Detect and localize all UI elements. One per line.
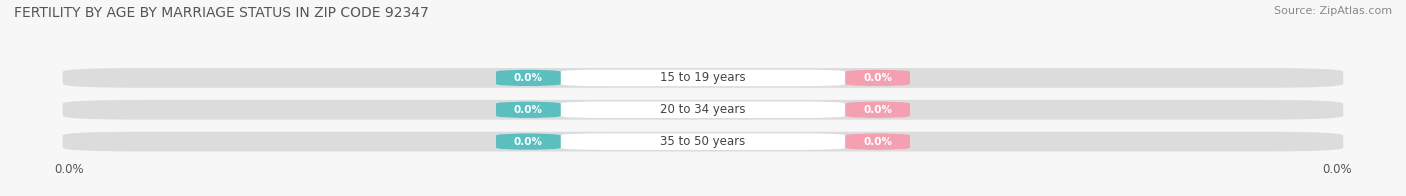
FancyBboxPatch shape: [561, 70, 845, 86]
Text: 0.0%: 0.0%: [513, 105, 543, 115]
FancyBboxPatch shape: [63, 100, 1343, 120]
FancyBboxPatch shape: [496, 102, 561, 118]
Text: 20 to 34 years: 20 to 34 years: [661, 103, 745, 116]
FancyBboxPatch shape: [496, 70, 561, 86]
FancyBboxPatch shape: [496, 133, 561, 150]
Text: FERTILITY BY AGE BY MARRIAGE STATUS IN ZIP CODE 92347: FERTILITY BY AGE BY MARRIAGE STATUS IN Z…: [14, 6, 429, 20]
FancyBboxPatch shape: [63, 68, 1343, 88]
Text: 0.0%: 0.0%: [513, 137, 543, 147]
Text: 35 to 50 years: 35 to 50 years: [661, 135, 745, 148]
Text: 0.0%: 0.0%: [863, 105, 893, 115]
FancyBboxPatch shape: [561, 102, 845, 118]
FancyBboxPatch shape: [561, 133, 845, 150]
Text: 0.0%: 0.0%: [863, 73, 893, 83]
FancyBboxPatch shape: [845, 102, 910, 118]
Text: 0.0%: 0.0%: [863, 137, 893, 147]
FancyBboxPatch shape: [63, 132, 1343, 152]
Text: 15 to 19 years: 15 to 19 years: [661, 71, 745, 84]
Text: 0.0%: 0.0%: [513, 73, 543, 83]
FancyBboxPatch shape: [845, 70, 910, 86]
Text: Source: ZipAtlas.com: Source: ZipAtlas.com: [1274, 6, 1392, 16]
FancyBboxPatch shape: [845, 133, 910, 150]
